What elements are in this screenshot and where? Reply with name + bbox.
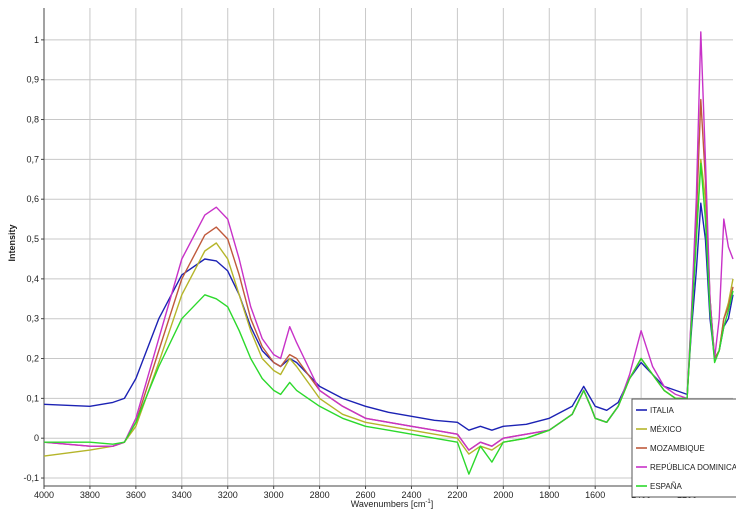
- x-axis-title-superscript: -1: [425, 499, 431, 505]
- y-tick-label: 0,8: [26, 115, 39, 125]
- x-tick-label: 2200: [447, 490, 467, 500]
- x-tick-label: 3800: [80, 490, 100, 500]
- legend-label: MOZAMBIQUE: [650, 444, 705, 453]
- x-tick-label: 2800: [310, 490, 330, 500]
- y-tick-label: 0,2: [26, 354, 39, 364]
- series-lines: [43, 31, 734, 475]
- series-line-1: [43, 202, 734, 431]
- legend-label: MÉXICO: [650, 425, 682, 434]
- x-tick-label: 3600: [126, 490, 146, 500]
- x-tick-label: 3000: [264, 490, 284, 500]
- x-tick-label: 3400: [172, 490, 192, 500]
- x-tick-label: 2600: [356, 490, 376, 500]
- y-tick-labels: -0,1 0 0,1 0,2 0,3 0,4 0,5 0,6 0,7 0,8 0,9 1: [23, 35, 44, 483]
- x-tick-label: 3200: [218, 490, 238, 500]
- x-axis-title-close: ]: [431, 499, 434, 509]
- x-tick-label: 2400: [401, 490, 421, 500]
- x-tick-label: 1600: [585, 490, 605, 500]
- legend-box: [631, 398, 736, 498]
- y-tick-label: 0,3: [26, 314, 39, 324]
- legend-label: REPÚBLICA DOMINICANA: [650, 463, 736, 472]
- y-tick-label: 0,5: [26, 234, 39, 244]
- legend: ITALIA MÉXICO MOZAMBIQUE REPÚBLICA DOMINICA…: [631, 398, 736, 498]
- x-tick-label: 2000: [493, 490, 513, 500]
- y-axis-title: Intensity: [7, 224, 17, 261]
- legend-label: ITALIA: [650, 406, 675, 415]
- series-line-5: [44, 162, 734, 475]
- y-tick-label: 1: [34, 35, 39, 45]
- axes: [43, 8, 733, 487]
- y-tick-label: -0,1: [23, 473, 39, 483]
- y-tick-label: 0,6: [26, 194, 39, 204]
- series-line-4: [43, 31, 734, 451]
- legend-label: ESPAÑA: [650, 482, 683, 491]
- y-tick-label: 0,7: [26, 154, 39, 164]
- x-tick-label: 1800: [539, 490, 559, 500]
- y-tick-label: 0,4: [26, 274, 39, 284]
- x-axis-title: Wavenumbers [cm-1]: [351, 499, 434, 509]
- legend-items: ITALIA MÉXICO MOZAMBIQUE REPÚBLICA DOMINICA…: [636, 406, 736, 491]
- x-axis-title-main: Wavenumbers [cm: [351, 499, 426, 509]
- y-tick-label: 0: [34, 433, 39, 443]
- y-tick-label: 0,1: [26, 393, 39, 403]
- y-tick-label: 0,9: [26, 75, 39, 85]
- x-tick-label: 4000: [34, 490, 54, 500]
